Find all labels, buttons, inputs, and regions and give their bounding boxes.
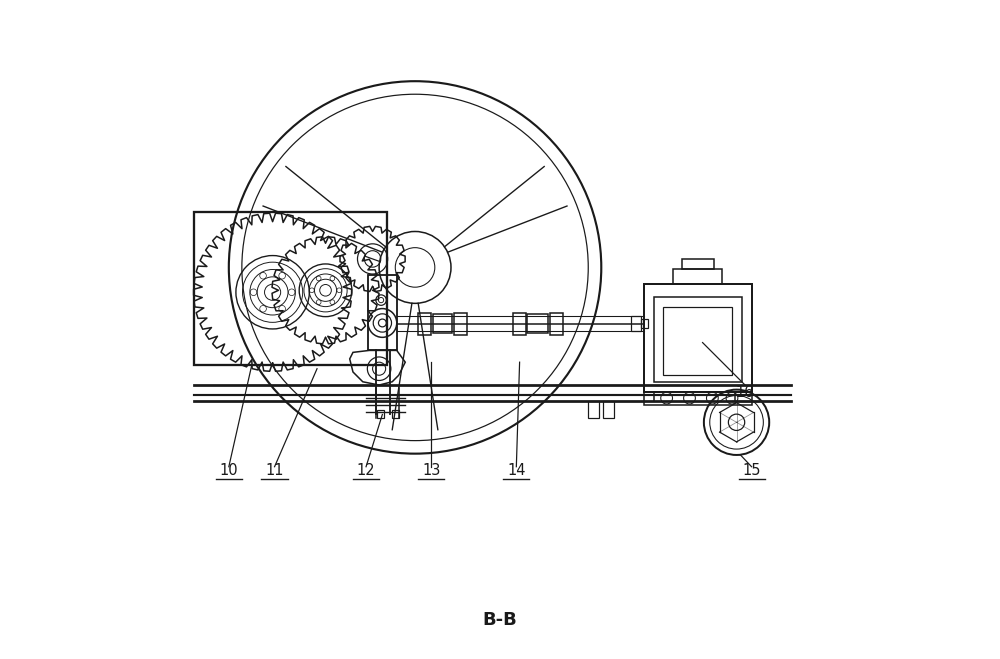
Bar [368, 275, 397, 351]
Bar [682, 259, 714, 270]
Bar [663, 306, 732, 375]
Bar [433, 314, 452, 333]
Text: 13: 13 [422, 463, 441, 478]
Text: 15: 15 [742, 463, 761, 478]
Bar [603, 401, 614, 418]
Bar [673, 270, 722, 284]
Text: B-B: B-B [483, 612, 517, 629]
Bar [392, 410, 399, 418]
Text: 12: 12 [357, 463, 375, 478]
Bar [194, 212, 387, 366]
Bar [644, 391, 752, 405]
Text: 14: 14 [507, 463, 526, 478]
Text: 10: 10 [220, 463, 238, 478]
Bar [654, 297, 742, 382]
Bar [513, 313, 526, 335]
Bar [550, 313, 563, 335]
Bar [631, 316, 641, 331]
Bar [588, 401, 599, 418]
Text: 11: 11 [265, 463, 284, 478]
Bar [641, 319, 648, 328]
Text: 16: 16 [736, 385, 754, 400]
Bar [644, 284, 752, 391]
Bar [454, 313, 467, 335]
Bar [377, 410, 384, 418]
Bar [527, 314, 548, 333]
Bar [418, 313, 431, 335]
